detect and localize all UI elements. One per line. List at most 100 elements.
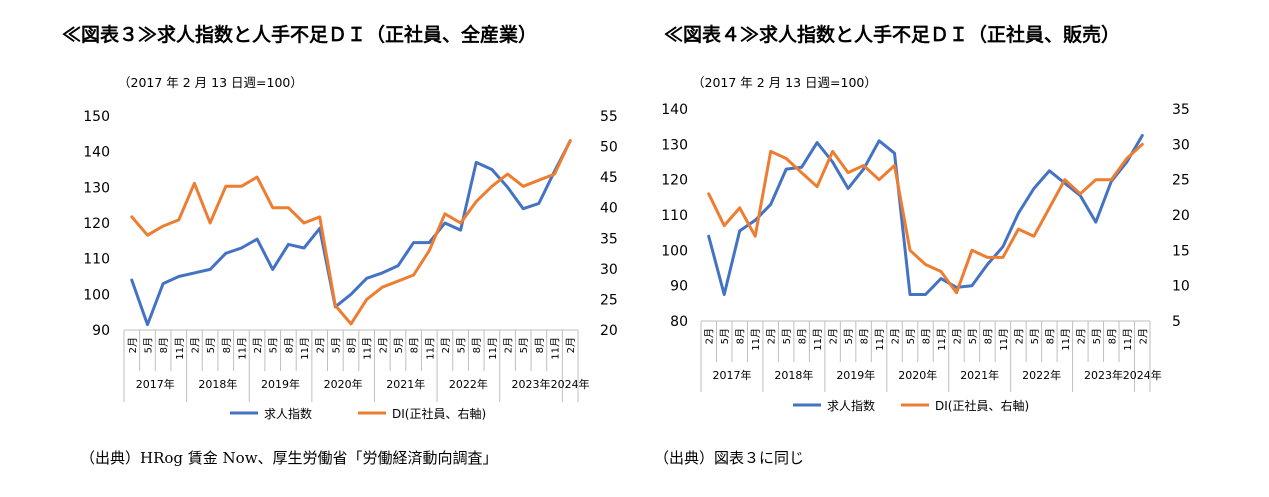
x-tick-label: 8月 xyxy=(471,337,483,353)
x-tick-label: 11月 xyxy=(1060,328,1072,351)
figure-3-title: ≪図表３≫求人指数と人手不足ＤＩ（正社員、全産業） xyxy=(62,24,538,46)
y-left-tick-label: 100 xyxy=(83,287,110,303)
year-label: 2023年 xyxy=(1084,368,1123,382)
x-tick-label: 11月 xyxy=(174,337,186,360)
x-tick-label: 2月 xyxy=(440,337,452,353)
x-tick-label: 5月 xyxy=(967,328,979,344)
y-left-tick-label: 120 xyxy=(661,173,688,189)
y-left-tick-label: 90 xyxy=(92,323,110,339)
x-tick-label: 5月 xyxy=(781,328,793,344)
y-right-tick-label: 35 xyxy=(1172,102,1190,118)
y-right-tick-label: 20 xyxy=(1172,208,1190,224)
y-right-tick-label: 30 xyxy=(600,262,618,278)
y-right-tick-label: 25 xyxy=(1172,173,1190,189)
x-tick-label: 11月 xyxy=(998,328,1010,351)
x-tick-label: 2月 xyxy=(704,328,716,344)
year-label: 2024年 xyxy=(551,377,590,391)
legend-label: 求人指数 xyxy=(264,406,312,421)
y-right-tick-label: 15 xyxy=(1172,243,1190,259)
x-tick-label: 2月 xyxy=(252,337,264,353)
x-tick-label: 2月 xyxy=(189,337,201,353)
y-left-tick-label: 90 xyxy=(670,279,688,295)
x-tick-label: 8月 xyxy=(221,337,233,353)
x-tick-label: 8月 xyxy=(797,328,809,344)
year-label: 2019年 xyxy=(836,368,875,382)
x-tick-label: 2月 xyxy=(1075,328,1087,344)
x-tick-label: 5月 xyxy=(1029,328,1041,344)
year-label: 2022年 xyxy=(449,377,488,391)
x-tick-label: 2月 xyxy=(1013,328,1025,344)
y-right-tick-label: 20 xyxy=(600,323,618,339)
y-left-tick-label: 130 xyxy=(83,180,110,196)
y-right-tick-label: 30 xyxy=(1172,137,1190,153)
y-left-tick-label: 110 xyxy=(661,208,688,224)
year-label: 2021年 xyxy=(386,377,425,391)
y-right-tick-label: 10 xyxy=(1172,279,1190,295)
x-tick-label: 5月 xyxy=(142,337,154,353)
x-tick-label: 11月 xyxy=(550,337,562,360)
x-tick-label: 11月 xyxy=(812,328,824,351)
x-tick-label: 5月 xyxy=(330,337,342,353)
x-tick-label: 8月 xyxy=(534,337,546,353)
x-tick-label: 8月 xyxy=(409,337,421,353)
y-left-tick-label: 150 xyxy=(83,109,110,125)
y-left-tick-label: 100 xyxy=(661,243,688,259)
y-left-tick-label: 140 xyxy=(83,145,110,161)
x-tick-label: 2月 xyxy=(951,328,963,344)
x-tick-label: 2月 xyxy=(766,328,778,344)
y-right-tick-label: 55 xyxy=(600,109,618,125)
x-tick-label: 11月 xyxy=(236,337,248,360)
x-tick-label: 2月 xyxy=(1137,328,1149,344)
y-left-tick-label: 120 xyxy=(83,216,110,232)
x-tick-label: 11月 xyxy=(874,328,886,351)
x-tick-label: 2月 xyxy=(828,328,840,344)
x-tick-label: 5月 xyxy=(393,337,405,353)
y-left-tick-label: 140 xyxy=(661,102,688,118)
x-tick-label: 8月 xyxy=(1106,328,1118,344)
year-label: 2021年 xyxy=(960,368,999,382)
legend-label: DI(正社員、右軸) xyxy=(935,398,1029,413)
x-tick-label: 11月 xyxy=(1122,328,1134,351)
x-tick-label: 2月 xyxy=(315,337,327,353)
year-label: 2017年 xyxy=(712,368,751,382)
figure-3-index-note: （2017 年 2 月 13 日週=100） xyxy=(118,75,303,90)
x-tick-label: 2月 xyxy=(890,328,902,344)
figure-4-index-note: （2017 年 2 月 13 日週=100） xyxy=(692,75,877,90)
series-line-job-index xyxy=(130,139,572,327)
year-label: 2017年 xyxy=(136,377,175,391)
x-tick-label: 8月 xyxy=(283,337,295,353)
x-tick-label: 5月 xyxy=(905,328,917,344)
year-label: 2024年 xyxy=(1123,368,1162,382)
y-left-tick-label: 110 xyxy=(83,252,110,268)
figure-4-panel: ≪図表４≫求人指数と人手不足ＤＩ（正社員、販売） （2017 年 2 月 13 … xyxy=(640,0,1269,497)
x-tick-label: 2月 xyxy=(503,337,515,353)
y-left-tick-label: 130 xyxy=(661,137,688,153)
x-tick-label: 8月 xyxy=(735,328,747,344)
x-tick-label: 5月 xyxy=(719,328,731,344)
figure-3-source: （出典）HRog 賃金 Now、厚生労働省「労働経済動向調査」 xyxy=(80,449,498,467)
x-tick-label: 5月 xyxy=(518,337,530,353)
y-right-tick-label: 50 xyxy=(600,140,618,156)
figure-3-panel: ≪図表３≫求人指数と人手不足ＤＩ（正社員、全産業） （2017 年 2 月 13… xyxy=(62,24,618,467)
year-label: 2022年 xyxy=(1022,368,1061,382)
y-right-tick-label: 35 xyxy=(600,231,618,247)
series-line-di xyxy=(707,142,1144,295)
series-line-job-index xyxy=(707,134,1144,296)
x-tick-label: 2月 xyxy=(377,337,389,353)
year-label: 2018年 xyxy=(774,368,813,382)
y-right-tick-label: 40 xyxy=(600,201,618,217)
x-tick-label: 8月 xyxy=(1044,328,1056,344)
x-tick-label: 5月 xyxy=(268,337,280,353)
year-label: 2020年 xyxy=(898,368,937,382)
year-label: 2018年 xyxy=(198,377,237,391)
legend-label: DI(正社員、右軸) xyxy=(392,406,486,421)
y-right-tick-label: 25 xyxy=(600,292,618,308)
x-tick-label: 11月 xyxy=(487,337,499,360)
x-tick-label: 11月 xyxy=(424,337,436,360)
figure-4-title: ≪図表４≫求人指数と人手不足ＤＩ（正社員、販売） xyxy=(664,24,1121,46)
x-tick-label: 2月 xyxy=(127,337,139,353)
year-label: 2020年 xyxy=(324,377,363,391)
year-label: 2019年 xyxy=(261,377,300,391)
